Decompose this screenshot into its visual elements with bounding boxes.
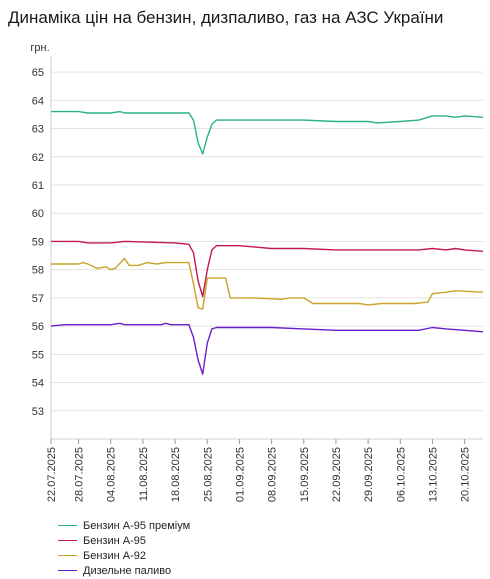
x-tick-label: 15.09.2025 (299, 447, 311, 502)
x-tick-label: 13.10.2025 (427, 447, 439, 502)
x-axis: 22.07.2025 28.07.2025 04.08.2025 11.08.2025… (46, 438, 483, 502)
legend-label: Дизельне паливо (83, 564, 172, 577)
legend-swatch (58, 570, 77, 571)
y-tick-label: 61 (32, 180, 44, 192)
x-tick-label: 28.07.2025 (74, 447, 86, 502)
legend: Бензин А-95 преміум Бензин А-95 Бензин А-9… (58, 518, 190, 578)
x-tick-label: 20.10.2025 (460, 447, 472, 502)
legend-item: Дизельне паливо (58, 563, 190, 578)
x-tick-label: 22.07.2025 (46, 447, 58, 502)
x-tick-label: 11.08.2025 (138, 447, 150, 501)
legend-swatch (58, 525, 77, 526)
y-tick-label: 58 (32, 265, 44, 277)
x-tick-label: 18.08.2025 (170, 447, 182, 502)
y-tick-label: 60 (32, 208, 44, 220)
series-line-0 (51, 110, 484, 155)
y-tick-label: 57 (32, 293, 44, 305)
series-line-1 (51, 240, 484, 298)
x-tick-label: 08.09.2025 (267, 447, 279, 502)
x-tick-label: 01.09.2025 (234, 447, 246, 502)
y-axis: грн. 53 54 55 56 57 58 59 60 61 62 63 64 65 (30, 42, 52, 439)
legend-item: Бензин А-95 преміум (58, 518, 190, 533)
y-tick-label: 54 (32, 378, 44, 390)
legend-swatch (58, 555, 77, 556)
y-tick-label: 55 (32, 349, 44, 361)
x-tick-label: 25.08.2025 (202, 447, 214, 502)
x-tick-label: 04.08.2025 (106, 447, 118, 502)
x-tick-label: 29.09.2025 (363, 447, 375, 502)
legend-label: Бензин А-95 преміум (83, 519, 191, 532)
y-tick-label: 53 (32, 406, 44, 418)
legend-label: Бензин А-95 (83, 534, 146, 547)
legend-item: Бензин А-95 (58, 533, 190, 548)
y-axis-label: грн. (30, 42, 49, 54)
legend-label: Бензин А-92 (83, 549, 146, 562)
page-title: Динаміка цін на бензин, дизпаливо, газ н… (8, 8, 444, 27)
y-tick-label: 65 (32, 67, 44, 79)
x-tick-label: 22.09.2025 (331, 447, 343, 502)
y-tick-label: 62 (32, 152, 44, 164)
legend-swatch (58, 540, 77, 541)
y-tick-label: 56 (32, 321, 44, 333)
x-tick-label: 06.10.2025 (395, 447, 407, 502)
grid-lines (51, 71, 483, 412)
series-lines (50, 110, 484, 375)
series-line-2 (51, 257, 484, 310)
y-tick-label: 59 (32, 236, 44, 248)
series-line-3 (50, 322, 484, 375)
y-tick-label: 64 (32, 95, 44, 107)
y-tick-label: 63 (32, 124, 44, 136)
legend-item: Бензин А-92 (58, 548, 190, 563)
